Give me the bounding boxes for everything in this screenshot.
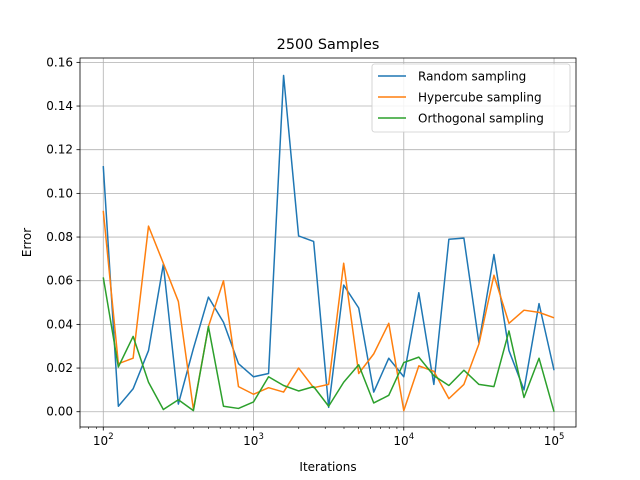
x-tick-label: 105 bbox=[544, 432, 565, 448]
legend-label-2: Orthogonal sampling bbox=[418, 112, 544, 126]
series-line-1 bbox=[102, 210, 555, 412]
y-tick-label: 0.14 bbox=[46, 99, 73, 113]
plot-frame bbox=[79, 57, 577, 428]
legend-label-1: Hypercube sampling bbox=[418, 91, 542, 105]
y-tick-label: 0.06 bbox=[46, 274, 73, 288]
legend: Random sampling Hypercube sampling Orthogo… bbox=[371, 63, 571, 133]
y-axis-label: Error bbox=[20, 228, 34, 257]
series-layer bbox=[102, 74, 555, 412]
x-tick-label: 103 bbox=[243, 432, 264, 448]
x-tick-label: 102 bbox=[93, 432, 114, 448]
y-tick-label: 0.10 bbox=[46, 186, 73, 200]
x-axis-label: Iterations bbox=[299, 460, 356, 474]
y-tick-label: 0.16 bbox=[46, 55, 73, 69]
y-tick-label: 0.12 bbox=[46, 143, 73, 157]
x-axis-ticks: 102 103 104 105 bbox=[79, 427, 565, 448]
y-tick-label: 0.04 bbox=[46, 317, 73, 331]
chart-title: 2500 Samples bbox=[277, 37, 380, 53]
legend-box bbox=[371, 63, 571, 133]
y-tick-label: 0.00 bbox=[46, 405, 73, 419]
legend-label-0: Random sampling bbox=[418, 70, 526, 84]
x-tick-label: 104 bbox=[393, 432, 414, 448]
y-tick-label: 0.08 bbox=[46, 230, 73, 244]
y-axis-ticks: 0.00 0.02 0.04 0.06 0.08 0.10 0.12 0.14 0.16 bbox=[46, 55, 80, 419]
y-tick-label: 0.02 bbox=[46, 361, 73, 375]
series-line-2 bbox=[102, 277, 555, 412]
